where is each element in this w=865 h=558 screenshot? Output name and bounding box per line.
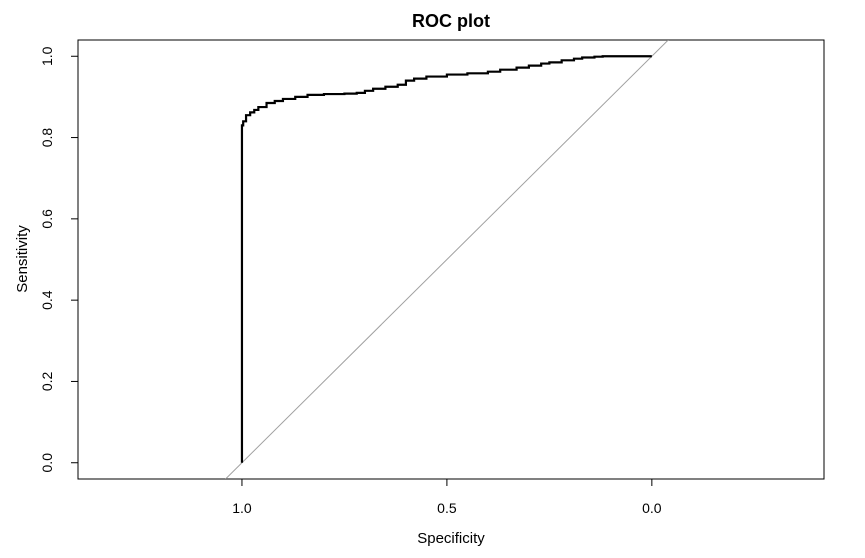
x-axis: 1.0 0.5 0.0 <box>232 478 662 516</box>
x-tick-label: 1.0 <box>232 500 252 516</box>
roc-curve-line <box>240 55 652 463</box>
x-tick-label: 0.5 <box>437 500 457 516</box>
y-tick-label: 0.6 <box>39 209 55 229</box>
y-axis-title: Sensitivity <box>14 225 31 293</box>
y-tick-label: 0.8 <box>39 128 55 148</box>
x-axis-title: Specificity <box>417 530 485 547</box>
chart-title: ROC plot <box>412 11 490 31</box>
y-tick-label: 0.2 <box>39 372 55 392</box>
x-tick-label: 0.0 <box>642 500 662 516</box>
y-tick-label: 1.0 <box>39 46 55 66</box>
plot-area-frame <box>77 39 825 480</box>
y-tick-label: 0.0 <box>39 453 55 473</box>
reference-diagonal-line <box>225 40 669 479</box>
y-axis: 0.0 0.2 0.4 0.6 0.8 1.0 <box>39 46 79 473</box>
y-tick-label: 0.4 <box>39 290 55 310</box>
plot-content <box>225 40 669 479</box>
